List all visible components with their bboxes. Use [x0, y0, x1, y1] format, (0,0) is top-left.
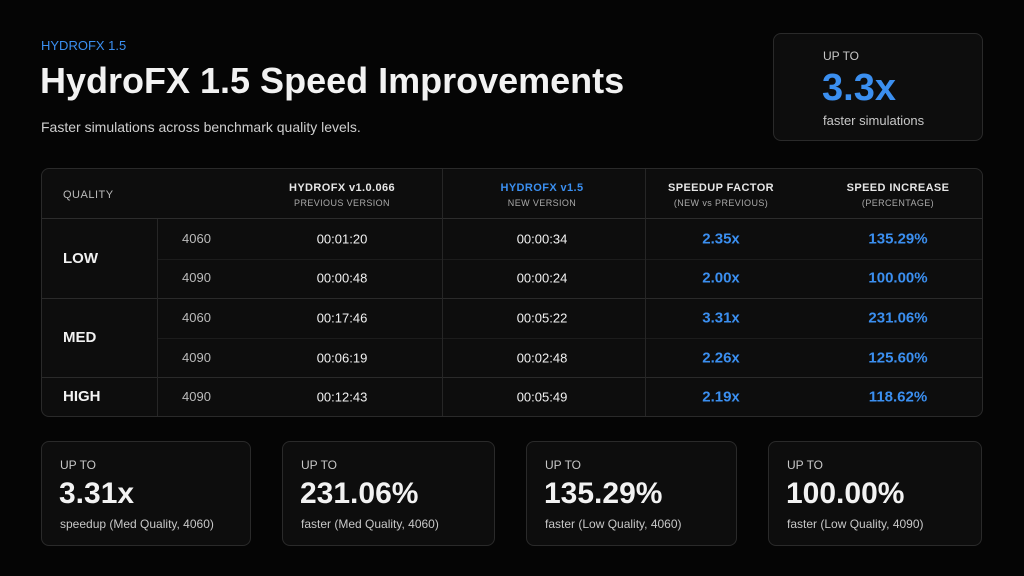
hero-label: UP TO — [823, 49, 860, 63]
column-header: HYDROFX v1.0.066 — [288, 182, 396, 194]
previous-time: 00:01:20 — [316, 231, 368, 247]
card-caption: faster (Med Quality, 4060) — [301, 517, 439, 531]
new-time: 00:00:34 — [516, 231, 568, 247]
card-value: 231.06% — [300, 477, 419, 510]
card-label: UP TO — [60, 458, 97, 472]
benchmark-table: QUALITY HYDROFX v1.0.066 PREVIOUS VERSION H… — [41, 168, 983, 417]
summary-card: UP TO 100.00% faster (Low Quality, 4090) — [768, 441, 982, 546]
card-value: 100.00% — [786, 477, 905, 510]
column-subheader: (PERCENTAGE) — [861, 198, 935, 208]
new-time: 00:05:49 — [516, 389, 568, 405]
card-value: 3.31x — [59, 477, 135, 510]
speedup: 2.35x — [702, 230, 740, 248]
summary-card: UP TO 231.06% faster (Med Quality, 4060) — [282, 441, 495, 546]
card-value: 135.29% — [544, 477, 663, 510]
title: HydroFX 1.5 Speed Improvements — [40, 60, 625, 101]
card-caption: faster (Low Quality, 4060) — [545, 517, 682, 531]
speedup: 3.31x — [702, 309, 740, 327]
card-caption: faster (Low Quality, 4090) — [787, 517, 924, 531]
group-divider — [42, 298, 982, 300]
gpu: 4090 — [182, 270, 211, 286]
hero-caption: faster simulations — [823, 113, 925, 128]
eyebrow: HYDROFX 1.5 — [41, 38, 127, 53]
hero-value: 3.3x — [822, 67, 896, 109]
increase: 135.29% — [868, 230, 928, 248]
new-time: 00:02:48 — [516, 350, 568, 366]
speedup: 2.19x — [702, 388, 740, 406]
column-header: SPEEDUP FACTOR — [667, 182, 775, 194]
speedup: 2.00x — [702, 269, 740, 287]
summary-card: UP TO 135.29% faster (Low Quality, 4060) — [526, 441, 737, 546]
increase: 231.06% — [868, 309, 928, 327]
column-divider — [157, 219, 158, 416]
hero-card: UP TO 3.3x faster simulations — [773, 33, 983, 141]
increase: 100.00% — [868, 269, 928, 287]
increase: 125.60% — [868, 349, 928, 367]
increase: 118.62% — [868, 388, 928, 406]
gpu: 4060 — [182, 230, 211, 246]
previous-time: 00:17:46 — [316, 310, 368, 326]
column-header: QUALITY — [63, 189, 114, 201]
column-header: HYDROFX v1.5 — [500, 182, 584, 194]
new-time: 00:00:24 — [516, 270, 568, 286]
column-subheader: NEW VERSION — [507, 198, 577, 208]
column-divider — [645, 169, 646, 416]
row-divider — [157, 337, 982, 339]
row-divider — [157, 258, 982, 260]
card-label: UP TO — [545, 458, 582, 472]
summary-card: UP TO 3.31x speedup (Med Quality, 4060) — [41, 441, 251, 546]
group-divider — [42, 377, 982, 379]
quality-label: LOW — [63, 249, 98, 267]
previous-time: 00:12:43 — [316, 389, 368, 405]
subtitle: Faster simulations across benchmark qual… — [41, 119, 361, 135]
column-divider — [442, 169, 443, 416]
quality-label: HIGH — [63, 388, 101, 406]
header-divider — [42, 218, 982, 219]
previous-time: 00:06:19 — [316, 350, 368, 366]
quality-label: MED — [63, 328, 97, 346]
gpu: 4090 — [182, 389, 211, 405]
gpu: 4060 — [182, 310, 211, 325]
speedup: 2.26x — [702, 349, 740, 367]
previous-time: 00:00:48 — [316, 270, 368, 286]
card-label: UP TO — [301, 458, 338, 472]
card-caption: speedup (Med Quality, 4060) — [60, 517, 214, 531]
card-label: UP TO — [787, 458, 824, 472]
column-header: SPEED INCREASE — [846, 182, 950, 194]
gpu: 4090 — [182, 349, 211, 365]
column-subheader: PREVIOUS VERSION — [294, 198, 390, 208]
new-time: 00:05:22 — [516, 310, 568, 326]
column-subheader: (NEW vs PREVIOUS) — [673, 198, 769, 208]
